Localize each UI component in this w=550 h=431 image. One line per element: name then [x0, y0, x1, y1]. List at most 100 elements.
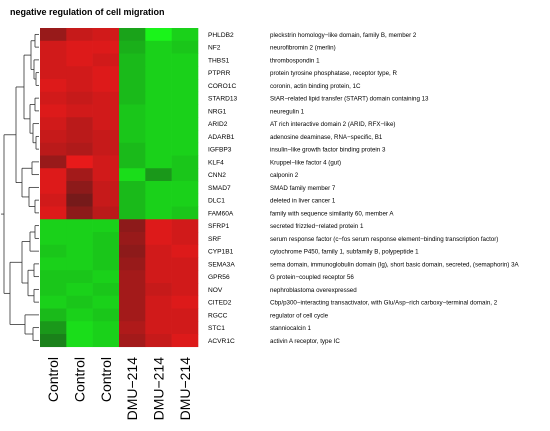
heatmap-cell: [40, 257, 67, 271]
heatmap-cell: [92, 117, 120, 131]
heatmap-cell: [66, 283, 93, 297]
gene-label: PTPRR: [208, 70, 231, 77]
heatmap-cell: [171, 28, 199, 42]
gene-description: family with sequence similarity 60, memb…: [270, 210, 394, 217]
column-label: DMU−214: [151, 357, 167, 421]
heatmap-cell: [119, 244, 146, 258]
heatmap-cell: [92, 219, 120, 233]
gene-description: nephroblastoma overexpressed: [270, 287, 357, 294]
column-label: Control: [45, 357, 61, 402]
heatmap-cell: [119, 142, 146, 156]
heatmap-cell: [145, 130, 172, 144]
heatmap-cell: [66, 117, 93, 131]
heatmap-cell: [40, 295, 67, 309]
heatmap-cell: [66, 142, 93, 156]
heatmap-cell: [119, 155, 146, 169]
gene-label: ARID2: [208, 121, 228, 128]
heatmap-cell: [145, 53, 172, 67]
heatmap-cell: [40, 244, 67, 258]
heatmap-cell: [40, 321, 67, 335]
heatmap-cell: [66, 66, 93, 80]
column-label: DMU−214: [177, 357, 193, 421]
gene-label: NRG1: [208, 108, 227, 115]
heatmap-cell: [171, 244, 199, 258]
heatmap-cell: [145, 142, 172, 156]
heatmap-cell: [145, 155, 172, 169]
heatmap-cell: [119, 257, 146, 271]
heatmap-cell: [66, 168, 93, 182]
gene-label: STARD13: [208, 96, 238, 103]
gene-label: RGCC: [208, 312, 228, 319]
heatmap-cell: [171, 283, 199, 297]
heatmap-cell: [66, 130, 93, 144]
heatmap-cell: [171, 53, 199, 67]
gene-label: NF2: [208, 45, 221, 52]
heatmap-cell: [171, 155, 199, 169]
heatmap-cell: [145, 66, 172, 80]
gene-label: STC1: [208, 325, 225, 332]
heatmap-cell: [92, 308, 120, 322]
heatmap-cell: [92, 257, 120, 271]
gene-description: StAR−related lipid transfer (START) doma…: [270, 96, 429, 103]
heatmap-cell: [119, 79, 146, 93]
heatmap-cell: [171, 66, 199, 80]
heatmap-cell: [119, 321, 146, 335]
heatmap-cell: [40, 130, 67, 144]
heatmap-cell: [40, 104, 67, 118]
gene-label: CNN2: [208, 172, 226, 179]
heatmap-cell: [92, 295, 120, 309]
heatmap-cell: [119, 334, 146, 348]
heatmap-cell: [40, 206, 67, 220]
heatmap-cell: [171, 232, 199, 246]
gene-description: protein tyrosine phosphatase, receptor t…: [270, 70, 397, 77]
heatmap-cell: [92, 232, 120, 246]
heatmap-cell: [66, 206, 93, 220]
heatmap-cell: [145, 219, 172, 233]
gene-description: cytochrome P450, family 1, subfamily B, …: [270, 249, 419, 256]
heatmap-cell: [66, 40, 93, 54]
heatmap-cell: [171, 257, 199, 271]
heatmap-cell: [171, 79, 199, 93]
heatmap-cell: [119, 283, 146, 297]
heatmap-cell: [119, 130, 146, 144]
heatmap-cell: [92, 40, 120, 54]
heatmap-cell: [66, 79, 93, 93]
heatmap-cell: [171, 270, 199, 284]
gene-label: FAM60A: [208, 210, 234, 217]
gene-description: insulin−like growth factor binding prote…: [270, 147, 386, 154]
gene-description: secreted frizzled−related protein 1: [270, 223, 364, 230]
row-dendrogram: [1, 33, 39, 341]
gene-labels: PHLDB2 NF2 THBS1 PTPRR CORO1C STARD13 NRG1 ARID…: [208, 32, 238, 345]
heatmap-cell: [145, 104, 172, 118]
gene-label: GPR56: [208, 274, 230, 281]
heatmap-cell: [145, 232, 172, 246]
heatmap-cell: [119, 28, 146, 42]
heatmap-cell: [171, 142, 199, 156]
heatmap-cell: [171, 308, 199, 322]
column-labels: Control Control Control DMU−214 DMU−214 DMU−2…: [45, 357, 193, 421]
heatmap-cell: [66, 257, 93, 271]
heatmap-cell: [145, 91, 172, 105]
heatmap-cell: [92, 270, 120, 284]
heatmap-cell: [92, 66, 120, 80]
heatmap-cell: [171, 130, 199, 144]
heatmap-cell: [92, 53, 120, 67]
heatmap-cell: [171, 206, 199, 220]
chart-title: negative regulation of cell migration: [10, 7, 165, 17]
heatmap-cell: [92, 244, 120, 258]
heatmap-cell: [66, 321, 93, 335]
heatmap-cells: [40, 28, 199, 348]
gene-label: SEMA3A: [208, 261, 235, 268]
heatmap-cell: [119, 91, 146, 105]
heatmap-cell: [145, 117, 172, 131]
gene-label: IGFBP3: [208, 147, 232, 154]
heatmap-cell: [66, 295, 93, 309]
heatmap-cell: [92, 168, 120, 182]
heatmap-cell: [40, 53, 67, 67]
heatmap-cell: [119, 40, 146, 54]
heatmap-cell: [119, 181, 146, 195]
heatmap-cell: [119, 53, 146, 67]
heatmap-cell: [171, 181, 199, 195]
heatmap-cell: [171, 117, 199, 131]
heatmap-cell: [40, 283, 67, 297]
